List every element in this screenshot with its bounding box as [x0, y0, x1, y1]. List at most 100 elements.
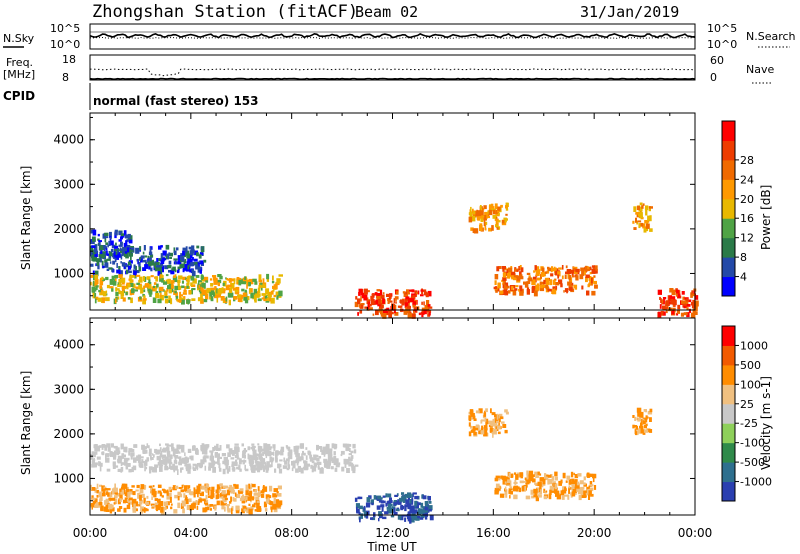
range-cell — [352, 468, 356, 474]
range-cell — [253, 492, 258, 496]
range-cell — [666, 305, 669, 309]
range-cell — [139, 502, 142, 507]
range-cell — [567, 281, 572, 286]
range-cell — [126, 287, 129, 290]
range-cell — [266, 297, 270, 301]
range-cell — [150, 275, 154, 278]
range-cell — [540, 284, 544, 289]
range-cell — [300, 444, 302, 449]
range-cell — [419, 517, 424, 520]
range-cell — [543, 488, 546, 493]
range-cell — [682, 303, 686, 308]
range-cell — [473, 211, 476, 214]
range-cell — [115, 287, 118, 292]
range-cell — [210, 495, 214, 500]
range-cell — [201, 282, 205, 288]
range-cell — [386, 506, 390, 510]
range-cell — [543, 279, 546, 285]
range-cell — [412, 515, 418, 520]
range-cell — [549, 480, 552, 483]
range-cell — [397, 501, 402, 505]
colorbar-swatch — [722, 481, 735, 502]
range-cell — [101, 291, 106, 295]
range-cell — [269, 500, 272, 505]
range-cell — [354, 464, 359, 467]
range-cell — [266, 276, 269, 282]
y-tick-label: 3000 — [53, 177, 84, 191]
range-cell — [514, 472, 517, 475]
range-cell — [400, 504, 404, 511]
range-cell — [262, 486, 268, 492]
range-cell — [159, 276, 163, 282]
range-cell — [99, 248, 102, 251]
range-cell — [585, 277, 588, 283]
range-cell — [515, 474, 519, 480]
range-cell — [399, 497, 403, 503]
range-cell — [105, 458, 110, 463]
range-cell — [146, 457, 150, 462]
range-cell — [327, 449, 331, 455]
range-cell — [669, 295, 672, 302]
range-cell — [177, 283, 180, 287]
range-cell — [103, 506, 107, 512]
range-cell — [151, 453, 154, 456]
range-cell — [243, 508, 247, 512]
range-cell — [233, 498, 237, 502]
range-cell — [219, 445, 222, 451]
range-cell — [659, 304, 662, 309]
range-cell — [657, 289, 662, 295]
range-cell — [364, 306, 369, 309]
range-cell — [401, 492, 405, 495]
range-cell — [217, 456, 222, 459]
range-cell — [533, 270, 536, 273]
range-cell — [177, 469, 179, 475]
range-cell — [270, 290, 274, 295]
range-cell — [381, 506, 384, 512]
range-cell — [252, 464, 256, 468]
range-cell — [266, 461, 270, 467]
range-cell — [203, 283, 206, 289]
range-cell — [257, 298, 262, 302]
range-cell — [196, 252, 199, 257]
range-cell — [316, 457, 320, 462]
range-cell — [164, 298, 168, 304]
range-cell — [145, 261, 147, 266]
range-cell — [127, 283, 131, 288]
range-cell — [151, 505, 156, 508]
range-cell — [135, 247, 140, 254]
range-cell — [114, 483, 116, 489]
range-cell — [95, 270, 99, 277]
range-cell — [536, 277, 540, 281]
range-cell — [226, 278, 228, 281]
range-cell — [484, 417, 487, 422]
range-cell — [553, 266, 556, 272]
range-cell — [174, 285, 179, 291]
range-cell — [146, 495, 149, 499]
range-cell — [148, 279, 151, 284]
range-cell — [134, 275, 137, 279]
range-cell — [225, 464, 229, 470]
range-cell — [207, 504, 212, 508]
range-cell — [506, 272, 512, 277]
range-cell — [494, 414, 497, 418]
range-cell — [500, 421, 505, 424]
range-cell — [505, 411, 509, 415]
range-cell — [120, 291, 125, 297]
range-cell — [259, 446, 263, 452]
range-cell — [319, 468, 324, 474]
colorbar-swatch — [722, 237, 735, 258]
range-cell — [483, 431, 488, 437]
range-cell — [124, 492, 129, 497]
range-cell — [359, 517, 361, 523]
range-cell — [681, 291, 685, 295]
range-cell — [128, 249, 132, 255]
range-cell — [508, 490, 512, 494]
range-cell — [276, 278, 281, 284]
range-cell — [479, 210, 484, 216]
range-cell — [647, 215, 652, 221]
range-cell — [518, 288, 520, 292]
range-cell — [166, 443, 169, 449]
range-cell — [182, 508, 185, 514]
range-cell — [234, 492, 237, 497]
range-cell — [244, 299, 249, 304]
